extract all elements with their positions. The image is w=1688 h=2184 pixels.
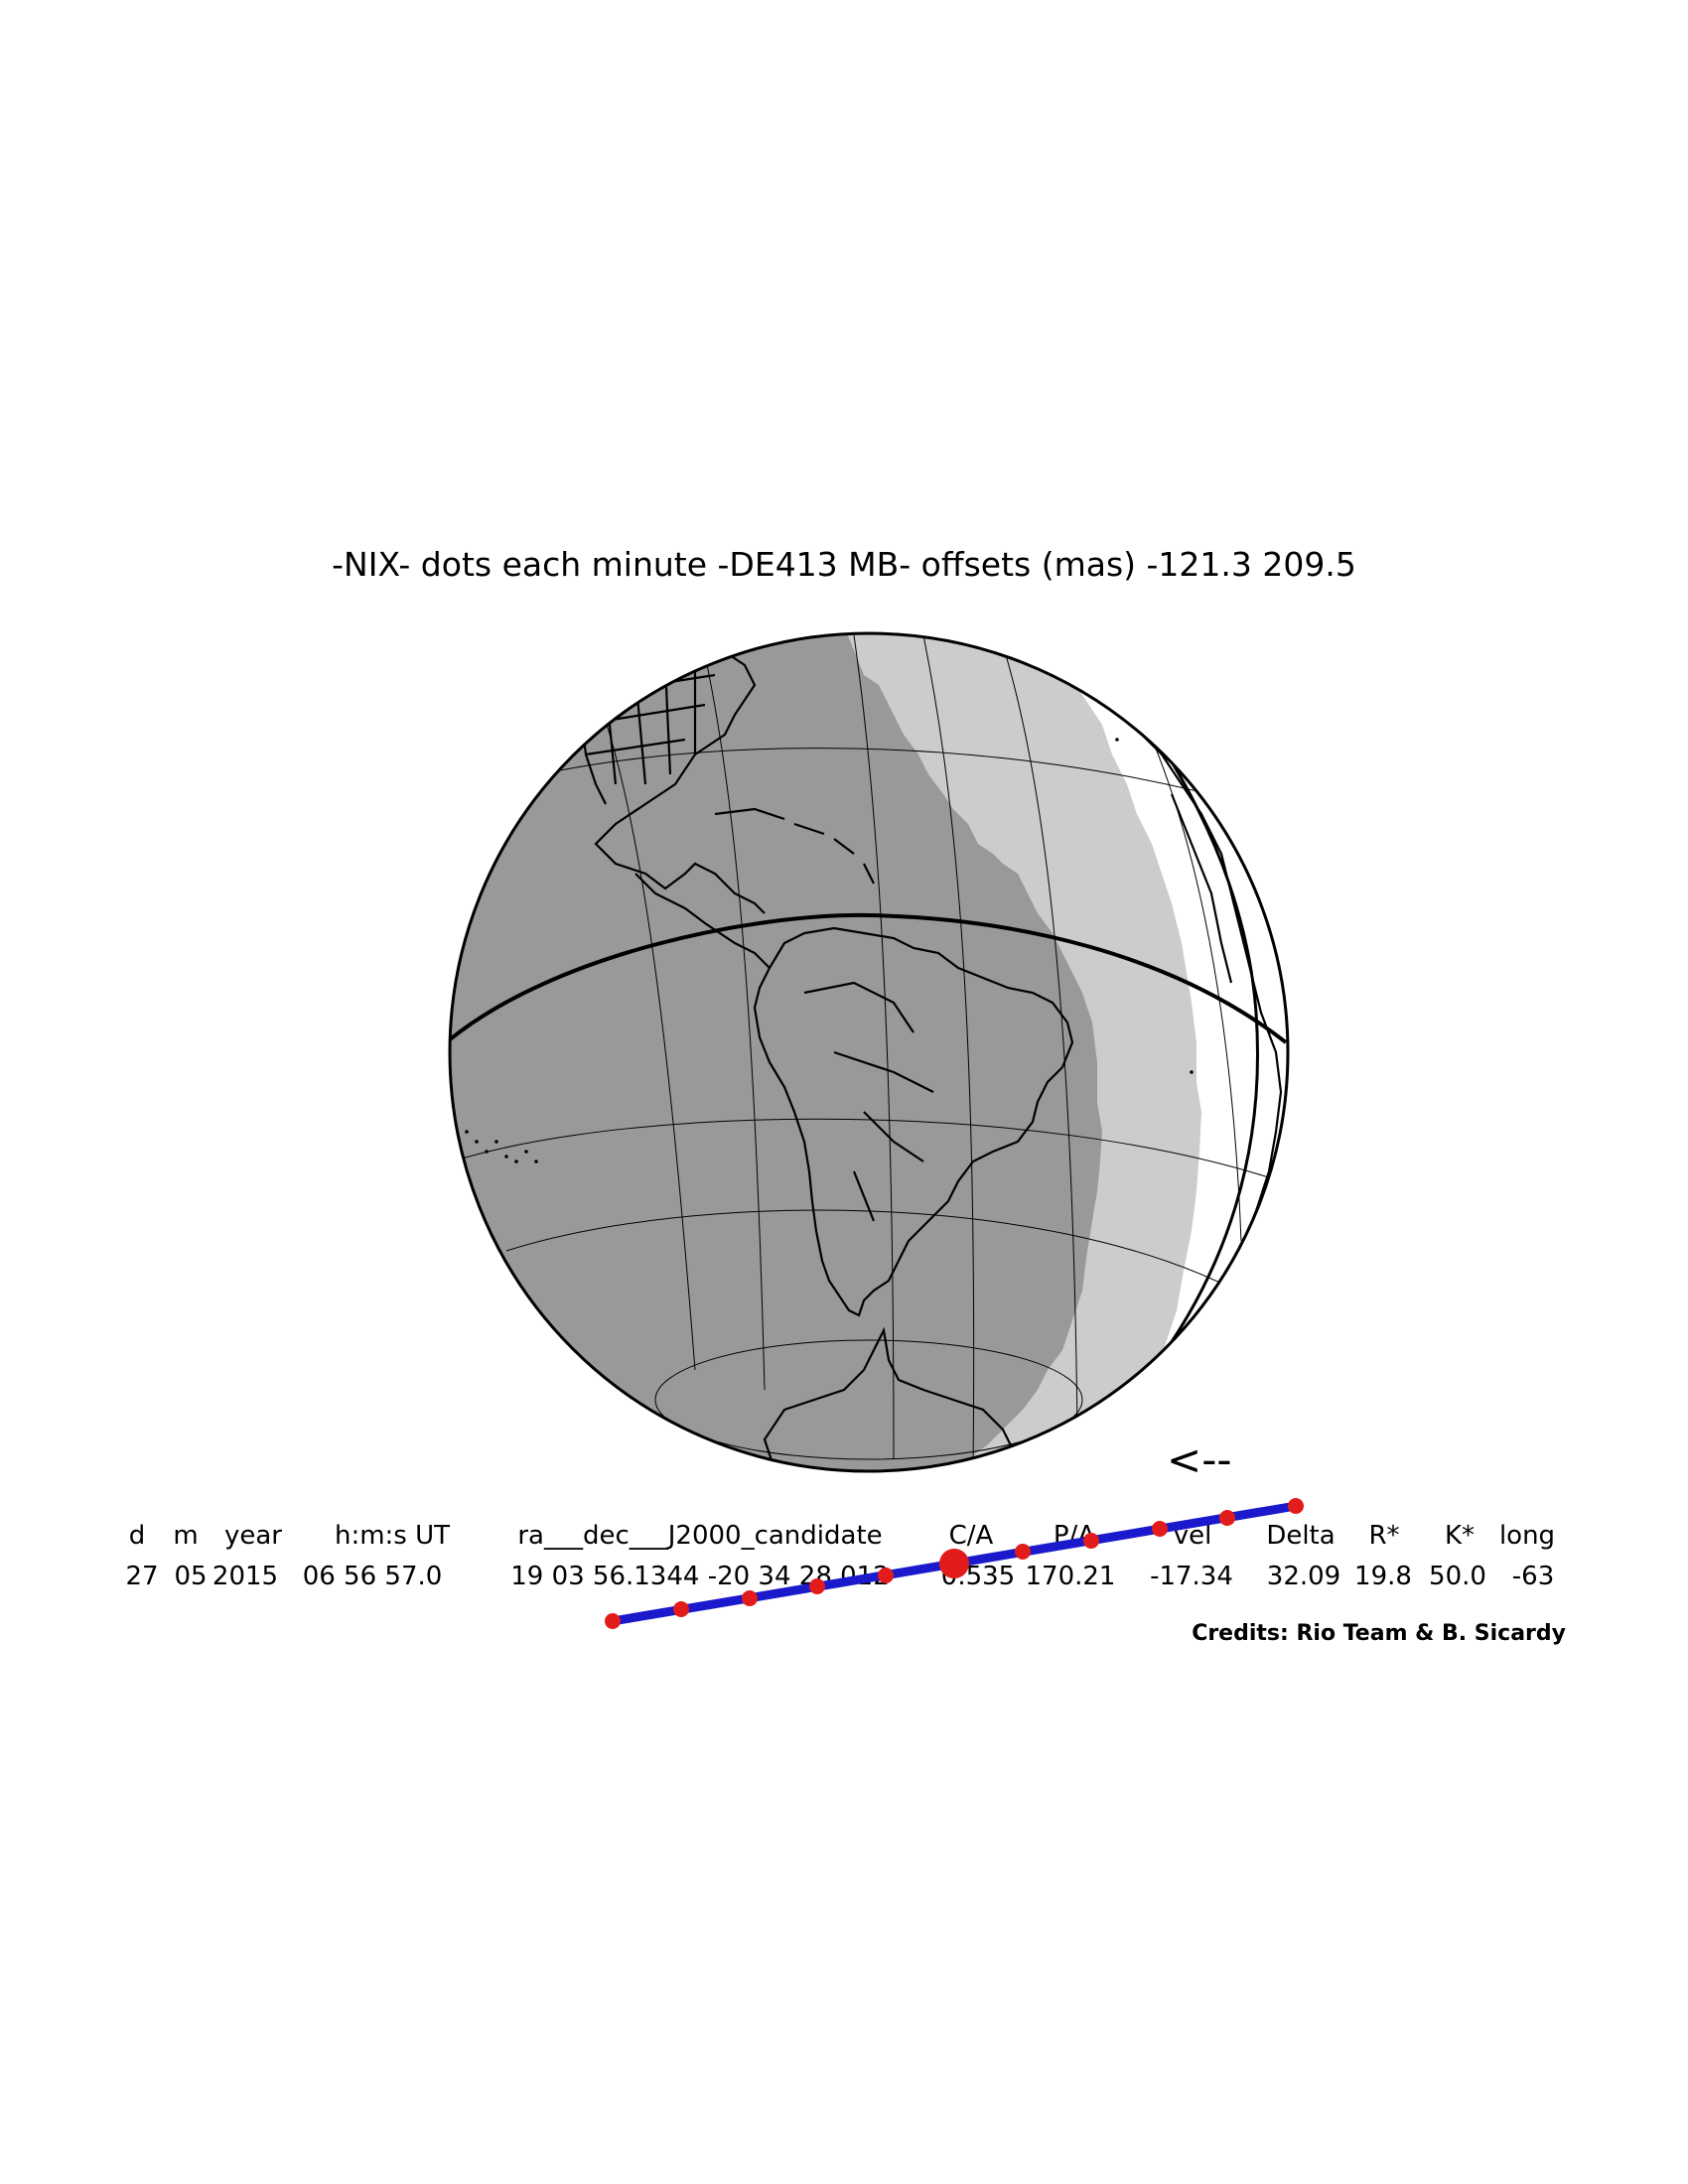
graticule xyxy=(451,634,1282,1470)
value-pa: 170.21 xyxy=(1026,1562,1116,1591)
minute-dot xyxy=(1083,1533,1099,1549)
header-k: K* xyxy=(1445,1521,1475,1551)
value-long: -63 xyxy=(1512,1562,1554,1591)
header-time: h:m:s UT xyxy=(335,1521,450,1551)
minute-dot xyxy=(1219,1510,1235,1526)
header-year: year xyxy=(224,1521,282,1551)
header-delta: Delta xyxy=(1266,1521,1335,1551)
africa-coast xyxy=(1141,734,1283,1252)
header-r: R* xyxy=(1368,1521,1399,1551)
minute-dot xyxy=(1288,1498,1304,1514)
minute-dot xyxy=(1015,1544,1031,1560)
header-d: d xyxy=(129,1521,146,1551)
antarctica-coast xyxy=(763,1326,1024,1470)
minute-dot xyxy=(878,1568,894,1583)
occultation-track xyxy=(605,1498,1304,1629)
globe-outline xyxy=(448,631,1290,1473)
minute-dot xyxy=(742,1590,758,1606)
credits-text: Credits: Rio Team & B. Sicardy xyxy=(1192,1621,1566,1646)
globe xyxy=(448,631,1290,1473)
header-ca: C/A xyxy=(949,1521,994,1551)
header-coords: ra___dec___J2000_candidate xyxy=(517,1521,882,1551)
minute-dot xyxy=(605,1613,621,1629)
minute-dots xyxy=(605,1498,1304,1629)
map-title: -NIX- dots each minute -DE413 MB- offset… xyxy=(332,545,1356,584)
direction-arrow: <-- xyxy=(1167,1435,1232,1484)
value-time: 06 56 57.0 xyxy=(303,1562,443,1591)
value-d: 27 xyxy=(125,1562,158,1591)
minute-dot xyxy=(673,1601,689,1617)
value-k: 50.0 xyxy=(1429,1562,1486,1591)
header-long: long xyxy=(1499,1521,1555,1551)
ephemeris-table: d m year h:m:s UT ra___dec___J2000_candi… xyxy=(125,1521,1555,1591)
equator-line xyxy=(450,912,1288,1044)
south-america-coast xyxy=(753,926,1074,1317)
value-m: 05 xyxy=(174,1562,207,1591)
value-year: 2015 xyxy=(212,1562,278,1591)
closest-approach-dot xyxy=(939,1549,969,1578)
day-side xyxy=(1043,633,1288,1471)
minute-dot xyxy=(809,1578,825,1594)
minute-dot xyxy=(1152,1521,1168,1537)
header-m: m xyxy=(173,1521,198,1551)
value-r: 19.8 xyxy=(1354,1562,1412,1591)
value-vel: -17.34 xyxy=(1150,1562,1233,1591)
value-delta: 32.09 xyxy=(1267,1562,1340,1591)
